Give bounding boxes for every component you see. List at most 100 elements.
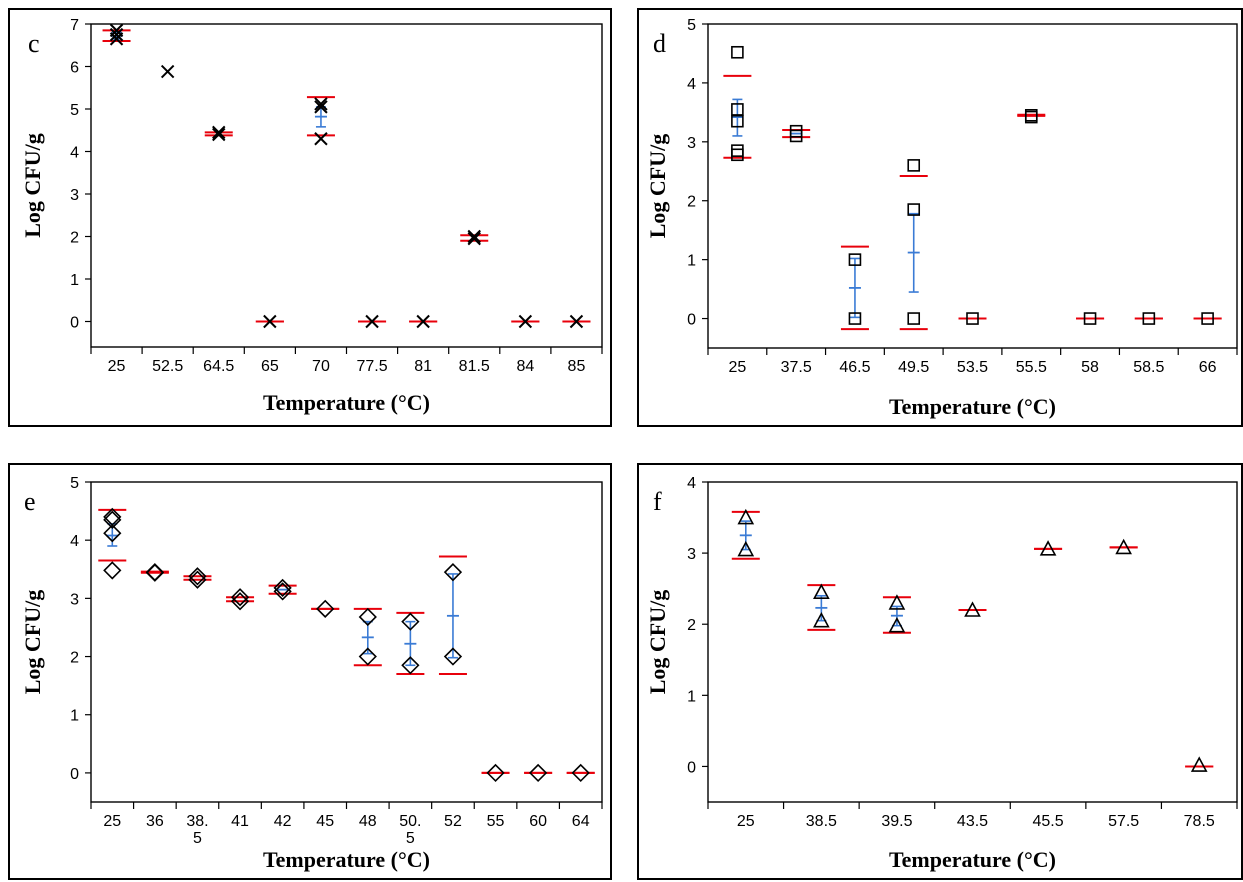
chart-f-group (1109, 538, 1138, 555)
chart-d-xtick-label: 46.5 (839, 359, 870, 376)
chart-d-data-point (848, 312, 862, 325)
chart-panel-c: 0 1 2 3 4 5 6 7 25 52.5 64.5 65 70 77.5 81 81.5 84 85 Temp… (8, 8, 612, 427)
chart-e-data-point (358, 607, 377, 627)
chart-f-xtick-label: 25 (737, 813, 755, 830)
chart-e-ytick-label: 4 (70, 533, 79, 550)
chart-c-ytick-label: 2 (70, 230, 79, 247)
chart-c-ytick-label: 5 (70, 102, 79, 119)
chart-e-data-point (230, 592, 250, 611)
chart-e-data-point (528, 763, 548, 783)
chart-f-data-point (737, 540, 755, 557)
chart-d-group (840, 245, 869, 331)
chart-c-xtick-label: 64.5 (203, 358, 234, 375)
chart-d-xtick-label: 25 (728, 359, 746, 376)
chart-f-xtick-label: 78.5 (1184, 813, 1215, 830)
chart-d-xtick-label: 37.5 (781, 359, 812, 376)
chart-d-group (958, 312, 987, 325)
chart-f-data-point (1039, 540, 1057, 556)
chart-f-group (731, 508, 760, 560)
chart-c-data-point (160, 64, 175, 79)
chart-e-data-point (230, 588, 250, 607)
chart-d-xtick-label: 58.5 (1133, 359, 1164, 376)
chart-e-data-point (103, 510, 122, 529)
chart-d-xtick-label: 58 (1081, 359, 1099, 376)
chart-e-ytick-label: 1 (70, 708, 79, 725)
chart-c-ytick-label: 1 (70, 272, 79, 289)
chart-d-ylabel: Log CFU/g (645, 134, 670, 239)
chart-d-ytick-label: 0 (687, 312, 696, 329)
chart-d-ytick-label: 4 (687, 76, 696, 93)
chart-d-group (1076, 312, 1105, 325)
chart-c-ytick-label: 3 (70, 187, 79, 204)
chart-e-group (226, 588, 255, 611)
chart-e-xtick-label: 64 (572, 813, 590, 830)
chart-c-data-point (212, 125, 226, 140)
chart-e-group (311, 599, 340, 618)
chart-e-data-point (486, 763, 505, 783)
chart-c-ytick-label: 6 (70, 60, 79, 77)
chart-e-data-point (358, 647, 377, 666)
chart-c-data-point (314, 132, 328, 146)
chart-f-xtick-label: 57.5 (1108, 813, 1139, 830)
chart-e-data-point (443, 563, 463, 582)
chart-d-ytick-label: 5 (687, 17, 696, 34)
chart-e-xtick-label: 55 (487, 813, 505, 830)
chart-e-ytick-label: 0 (70, 766, 79, 783)
chart-c-xtick-label: 52.5 (152, 358, 183, 375)
chart-c-group (160, 64, 175, 79)
chart-e-ytick-label: 5 (70, 475, 79, 492)
chart-f-ytick-label: 3 (687, 546, 696, 563)
chart-c-data-point (467, 231, 481, 246)
chart-f-data-point (1190, 756, 1208, 772)
chart-c-xtick-label: 70 (312, 358, 330, 375)
chart-e-xtick-label: 50. (399, 813, 421, 830)
chart-c-ytick-label: 7 (70, 17, 79, 34)
chart-f-group (958, 601, 987, 617)
chart-d-xtick-label: 53.5 (957, 359, 988, 376)
chart-c-group (358, 314, 387, 329)
chart-c-data-point (314, 100, 328, 114)
chart-c-xtick-label: 25 (108, 358, 126, 375)
chart-c-group (409, 314, 438, 329)
chart-e-xtick-label: 36 (146, 813, 164, 830)
chart-e-data-point (401, 612, 420, 631)
chart-e-group (524, 763, 553, 783)
chart-e-xtick-label: 45 (316, 813, 334, 830)
chart-d-data-point (1201, 312, 1214, 325)
chart-e-xtick-label: 60 (529, 813, 547, 830)
chart-f-xtick-label: 45.5 (1033, 813, 1064, 830)
chart-c-data-point (109, 27, 124, 42)
chart-e-ytick-label: 3 (70, 591, 79, 608)
chart-d-svg: 0 1 2 3 4 5 25 37.5 46.5 49.5 53.5 55.5 58 58.5 66 Temp… (645, 17, 1238, 419)
chart-e-group (566, 763, 595, 783)
chart-e-data-point (571, 763, 590, 783)
chart-d-ytick-label: 3 (687, 135, 696, 152)
chart-e-ylabel: Log CFU/g (20, 590, 45, 695)
chart-f-data-point (888, 594, 906, 610)
chart-c-ylabel: Log CFU/g (20, 133, 45, 238)
chart-e-data-point (273, 582, 292, 601)
chart-f-xlabel: Temperature (°C) (889, 847, 1056, 872)
chart-f-xtick-label: 38.5 (806, 813, 837, 830)
chart-e-xtick-label: 52 (444, 813, 462, 830)
chart-d-xtick-label: 49.5 (898, 359, 929, 376)
chart-f-ytick-label: 0 (687, 759, 696, 776)
chart-d-group (1193, 312, 1222, 325)
chart-c-xtick-label: 85 (568, 358, 586, 375)
chart-c-group (306, 96, 335, 146)
chart-f-data-point (1115, 538, 1132, 555)
chart-e-data-point (103, 524, 122, 543)
chart-c-ytick-label: 4 (70, 145, 79, 162)
chart-d-xtick-label: 55.5 (1016, 359, 1047, 376)
chart-e-data-point (188, 567, 207, 586)
chart-e-xtick-label: 38. (186, 813, 208, 830)
chart-d-data-point (966, 312, 979, 325)
chart-d-group (782, 124, 811, 143)
chart-c-group (204, 125, 233, 142)
chart-f-ytick-label: 2 (687, 617, 696, 634)
chart-c-data-point (212, 127, 226, 142)
chart-d-plot-frame (707, 23, 1238, 349)
chart-c-xtick-label: 84 (516, 358, 534, 375)
chart-e-group (140, 563, 169, 582)
